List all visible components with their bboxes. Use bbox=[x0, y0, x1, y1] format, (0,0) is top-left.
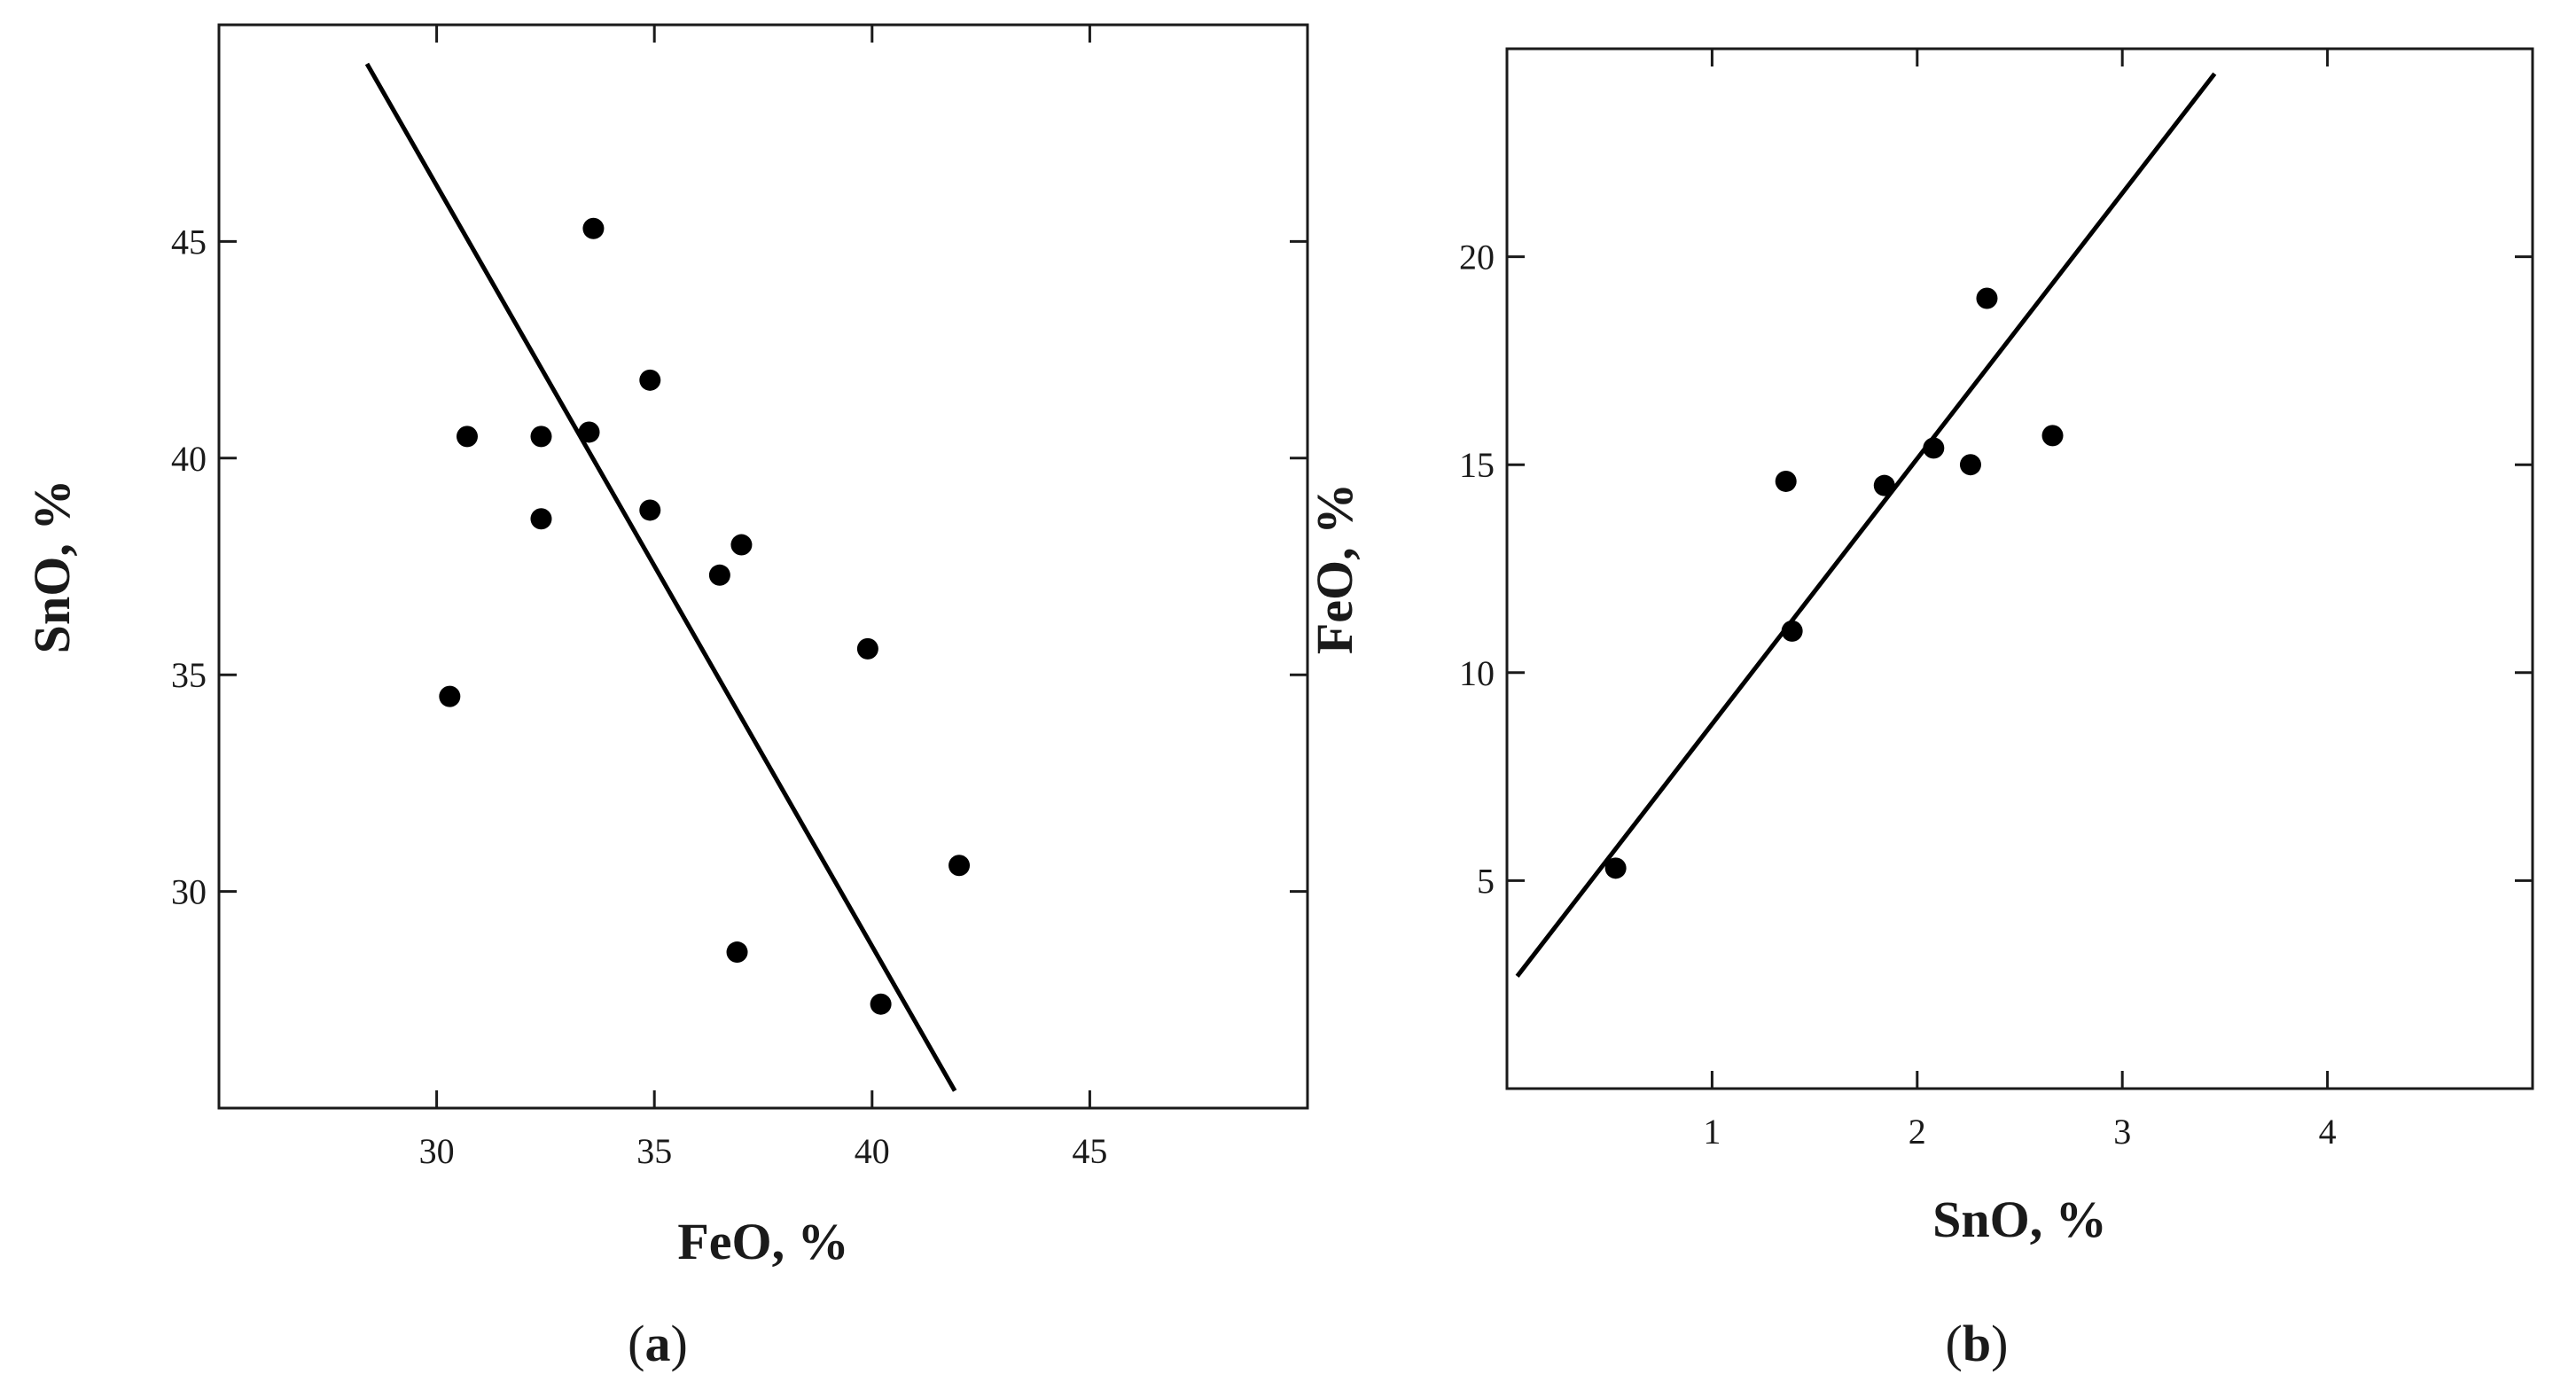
chartb-data-point bbox=[1873, 474, 1895, 496]
chartb-x-tick-label: 2 bbox=[1909, 1112, 1926, 1152]
charta-data-point bbox=[530, 508, 552, 530]
charta-data-point bbox=[439, 685, 461, 707]
charta-y-tick-label: 45 bbox=[171, 222, 207, 262]
charta-panel-label-open: ( bbox=[628, 1315, 644, 1372]
chartb-y-tick-label: 20 bbox=[1459, 238, 1495, 277]
chartb-y-tick-label: 5 bbox=[1477, 861, 1495, 901]
charta-x-tick-label: 45 bbox=[1072, 1131, 1107, 1171]
chartb-data-point bbox=[1923, 437, 1945, 459]
chartb-data-point bbox=[1976, 287, 1998, 309]
chartb-data-point bbox=[1959, 454, 1981, 476]
charta-y-tick-label: 35 bbox=[171, 655, 207, 695]
chartb-data-point bbox=[2041, 425, 2064, 447]
charta-y-tick-label: 40 bbox=[171, 439, 207, 479]
charta-data-point bbox=[582, 217, 605, 239]
charta-panel-label-close: ) bbox=[671, 1315, 688, 1372]
charta-data-point bbox=[456, 426, 478, 448]
charta-data-point bbox=[726, 941, 748, 964]
chartb-y-tick-label: 10 bbox=[1459, 653, 1495, 693]
chartb-y-tick-label: 15 bbox=[1459, 445, 1495, 485]
charta-plot-frame bbox=[217, 23, 1309, 1110]
chartb-data-point bbox=[1781, 620, 1803, 642]
charta-data-point bbox=[639, 499, 661, 521]
chartb-x-axis-title: SnO, % bbox=[1932, 1191, 2107, 1248]
panel-b: 1 2 3 4 5 10 15 20 SnO, % FeO, % (b) bbox=[1306, 47, 2534, 1372]
chartb-panel-label-close: ) bbox=[1991, 1315, 2008, 1372]
chartb-data-point bbox=[1604, 857, 1627, 879]
charta-panel-label-letter: a bbox=[645, 1315, 671, 1372]
charta-trend-line bbox=[364, 62, 957, 1092]
charta-data-point bbox=[730, 534, 753, 556]
chartb-panel-label-open: ( bbox=[1946, 1315, 1963, 1372]
chartb-x-tick-label: 3 bbox=[2113, 1112, 2131, 1152]
chartb-x-tick-label: 1 bbox=[1703, 1112, 1721, 1152]
chartb-panel-label-letter: b bbox=[1963, 1315, 1991, 1372]
panel-a: 30 35 40 45 30 35 40 45 FeO, % SnO, % (a) bbox=[23, 23, 1309, 1372]
chartb-trend-line bbox=[1515, 72, 2217, 978]
charta-x-tick-label: 30 bbox=[419, 1131, 455, 1171]
chartb-x-tick-label: 4 bbox=[2319, 1112, 2337, 1152]
charta-data-point bbox=[708, 564, 730, 586]
charta-data-point bbox=[870, 993, 892, 1015]
charta-y-tick-label: 30 bbox=[171, 872, 207, 912]
chartb-panel-label: (b) bbox=[1946, 1315, 2009, 1372]
charta-y-axis-title: SnO, % bbox=[23, 480, 81, 654]
charta-data-point bbox=[948, 855, 971, 877]
charta-x-tick-label: 35 bbox=[636, 1131, 672, 1171]
charta-data-point bbox=[530, 426, 552, 448]
charta-data-point bbox=[639, 369, 661, 391]
chartb-y-axis-title: FeO, % bbox=[1306, 483, 1363, 654]
chartb-plot-frame bbox=[1505, 47, 2534, 1090]
chartb-data-point bbox=[1775, 470, 1797, 492]
charta-x-axis-title: FeO, % bbox=[677, 1213, 848, 1270]
charta-x-tick-label: 40 bbox=[855, 1131, 890, 1171]
charta-data-point bbox=[578, 421, 600, 443]
charta-panel-label: (a) bbox=[628, 1315, 688, 1372]
charta-data-point bbox=[856, 637, 878, 660]
